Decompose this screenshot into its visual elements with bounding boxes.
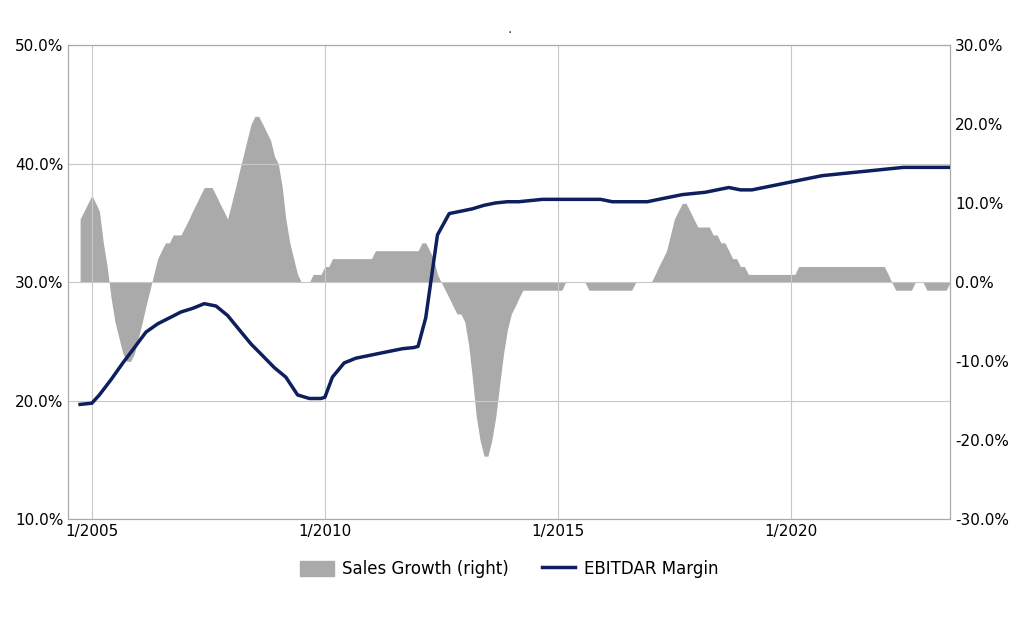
Text: .: .	[507, 22, 511, 36]
Legend: Sales Growth (right), EBITDAR Margin: Sales Growth (right), EBITDAR Margin	[294, 553, 725, 585]
